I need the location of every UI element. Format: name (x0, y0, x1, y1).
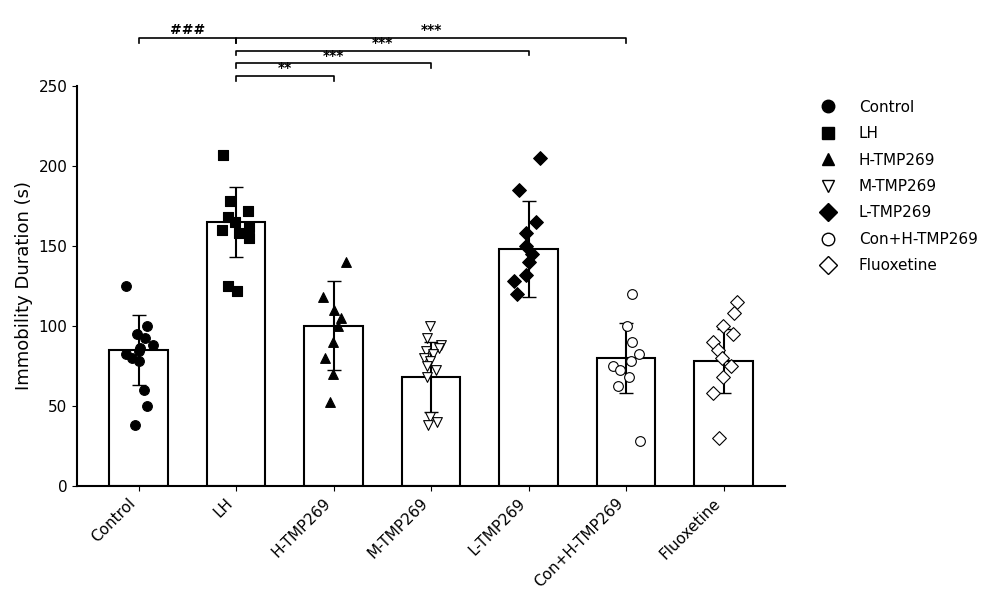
Point (521, 257, 537, 267)
Point (240, 206, 256, 215)
Point (139, 401, 155, 411)
Point (315, 292, 331, 302)
Point (425, 350, 441, 359)
Point (715, 321, 731, 330)
Point (139, 321, 155, 330)
Point (605, 361, 621, 370)
Bar (694, 361, 753, 486)
Point (220, 212, 236, 222)
Point (729, 297, 745, 307)
Point (214, 225, 230, 235)
Point (509, 289, 525, 298)
Point (118, 281, 134, 290)
Point (215, 150, 231, 160)
Bar (597, 358, 655, 486)
Point (705, 337, 721, 347)
Point (419, 333, 435, 343)
Point (317, 353, 333, 362)
Point (325, 337, 341, 347)
Point (137, 333, 153, 343)
Point (127, 420, 143, 430)
Bar (109, 350, 168, 486)
Point (715, 372, 731, 382)
Point (725, 329, 741, 339)
Point (422, 412, 438, 422)
Point (129, 329, 145, 339)
Text: ***: *** (372, 36, 393, 50)
Point (431, 343, 447, 353)
Point (124, 353, 140, 362)
Point (418, 347, 434, 356)
Point (416, 353, 432, 362)
Text: ###: ### (170, 23, 205, 37)
Point (624, 289, 640, 298)
Point (518, 228, 534, 238)
Point (506, 276, 522, 286)
Point (723, 361, 739, 370)
Point (428, 365, 444, 375)
Text: ***: *** (420, 23, 442, 37)
Point (419, 372, 435, 382)
Point (511, 185, 527, 195)
Point (621, 372, 637, 382)
Legend: Control, LH, H-TMP269, M-TMP269, L-TMP269, Con+H-TMP269, Fluoxetine: Control, LH, H-TMP269, M-TMP269, L-TMP26… (807, 94, 984, 280)
Point (610, 382, 626, 391)
Point (420, 420, 436, 430)
Point (711, 433, 727, 442)
Point (220, 281, 236, 290)
Point (528, 217, 544, 227)
Point (422, 356, 438, 365)
Point (705, 388, 721, 397)
Point (333, 313, 349, 322)
Point (338, 257, 354, 267)
Point (131, 347, 147, 356)
Point (229, 286, 245, 295)
Bar (304, 325, 363, 486)
Point (518, 270, 534, 280)
Bar (402, 377, 460, 486)
Point (624, 337, 640, 347)
Point (326, 305, 342, 315)
Point (726, 308, 742, 318)
Point (145, 340, 161, 350)
Bar (499, 249, 558, 486)
Point (524, 249, 540, 258)
Point (325, 369, 341, 379)
Point (619, 321, 635, 330)
Point (132, 343, 148, 353)
Point (710, 345, 726, 355)
Point (632, 436, 648, 446)
Text: ***: *** (323, 48, 344, 63)
Point (227, 217, 243, 227)
Point (241, 233, 257, 243)
Point (118, 350, 134, 359)
Point (131, 356, 147, 365)
Point (429, 417, 445, 427)
Point (518, 241, 534, 250)
Bar (207, 222, 265, 486)
Point (136, 385, 152, 394)
Point (322, 397, 338, 407)
Point (623, 356, 639, 365)
Point (714, 353, 730, 362)
Text: **: ** (278, 62, 292, 76)
Point (241, 221, 257, 231)
Point (222, 196, 238, 206)
Point (631, 350, 647, 359)
Point (532, 153, 548, 163)
Point (433, 340, 449, 350)
Y-axis label: Immobility Duration (s): Immobility Duration (s) (15, 182, 33, 390)
Point (612, 365, 628, 375)
Point (231, 228, 247, 238)
Point (422, 321, 438, 330)
Point (330, 321, 346, 330)
Point (419, 361, 435, 370)
